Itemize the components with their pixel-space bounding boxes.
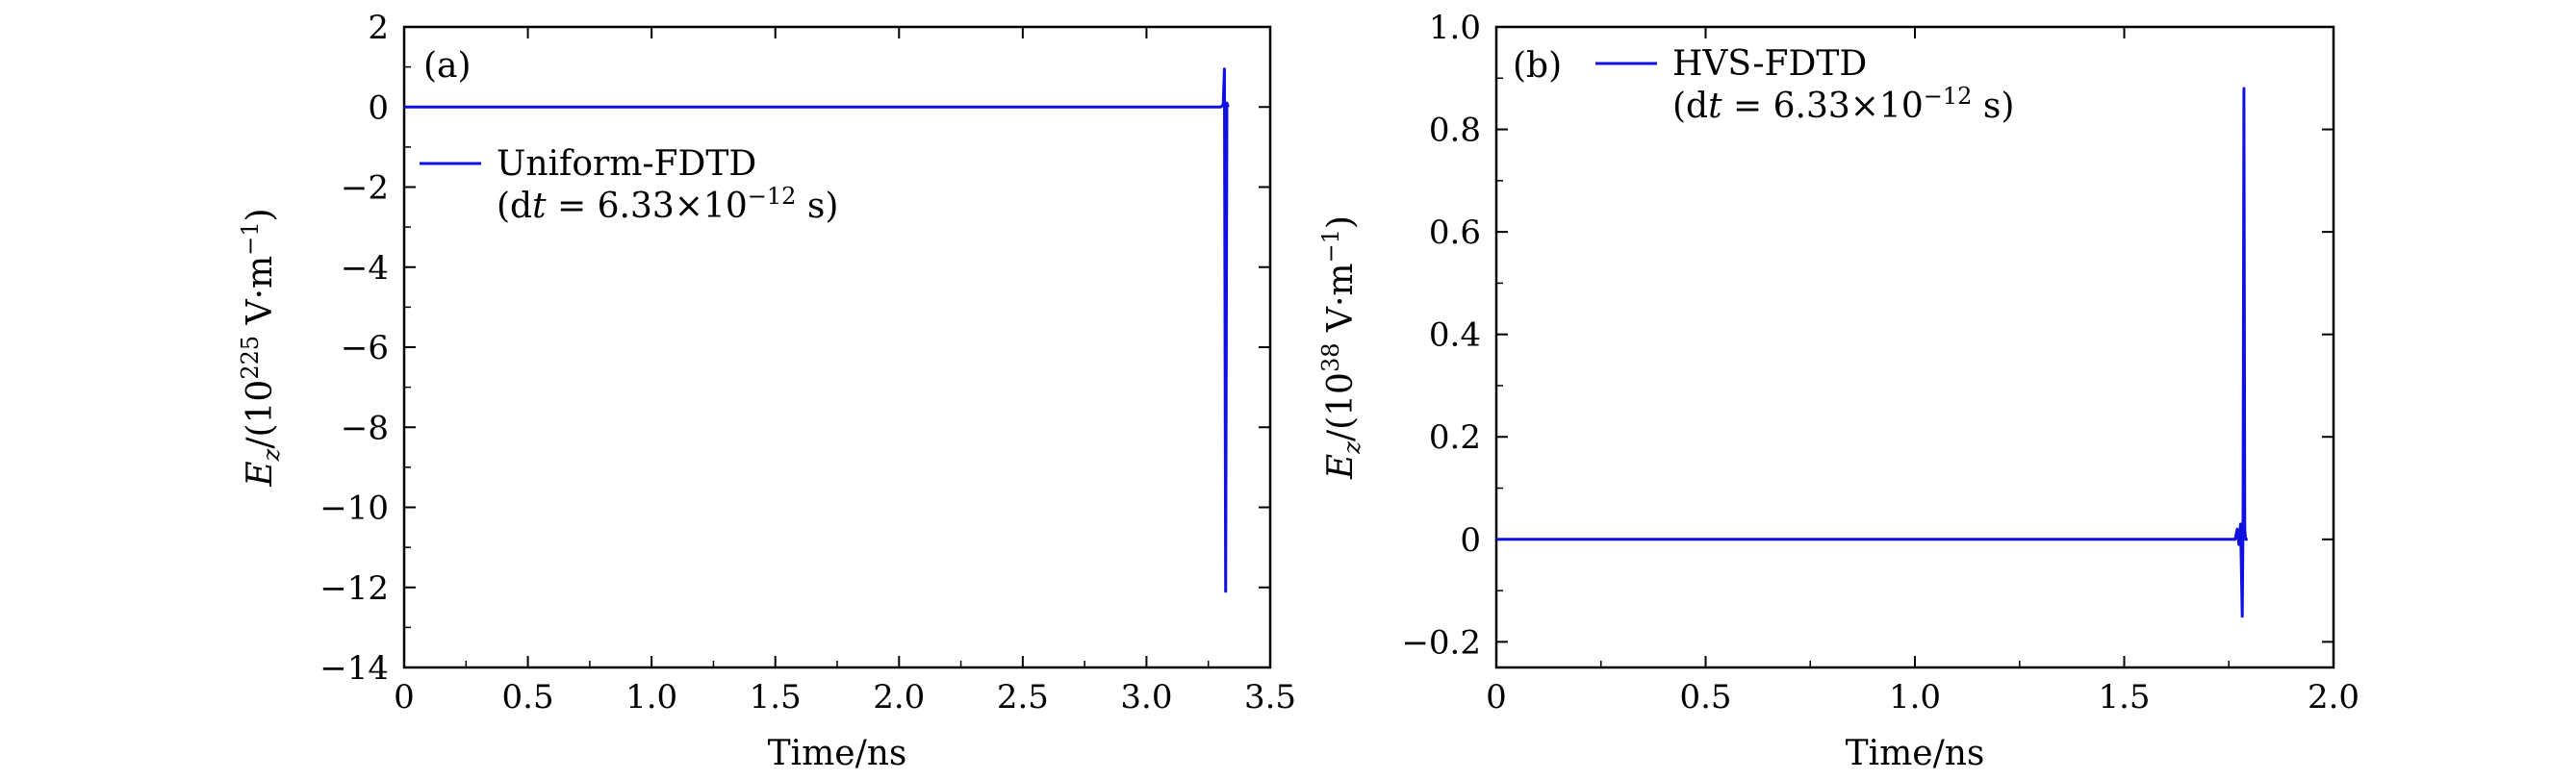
panel-b-y-tick-label: 0.8: [1429, 112, 1481, 150]
panel-a-x-tick-label: 2.5: [997, 678, 1049, 717]
panel-a-x-tick-label: 2.0: [873, 678, 925, 717]
panel-a-x-tick-label: 0: [394, 678, 415, 717]
panel-b-legend-line1: HVS-FDTD: [1672, 44, 1867, 84]
panel-b-y-axis-title: Ez/(1038 V·m−1): [1317, 215, 1365, 480]
panel-b-x-axis-title: Time/ns: [1846, 734, 1985, 773]
panel-a-x-tick-label: 3.0: [1120, 678, 1172, 717]
panel-b-series: [1496, 87, 2248, 618]
panel-b-chart: 0 0.5 1.0 1.5 2.0 −0.200.20.40.60.81.0 (b) H…: [1317, 9, 2359, 773]
panel-b-label: (b): [1513, 46, 1562, 86]
panel-a-x-tick-label: 1.0: [625, 678, 677, 717]
panel-b-x-tick-label: 1.5: [2098, 678, 2150, 717]
panel-a-chart: 0 0.5 1.0 1.5 2.0 2.5 3.0 3.5 −14 −12 −10 −8 −6 −4 −2…: [237, 9, 1296, 773]
panel-a-series: [404, 67, 1230, 593]
panel-b-y-tick-label: −0.2: [1401, 623, 1481, 662]
panel-a-y-tick-label: 2: [368, 9, 389, 47]
panel-b-legend-line2: (dt = 6.33×10−12 s): [1672, 83, 2014, 126]
panel-b-y-tick-label: 0.2: [1429, 418, 1481, 457]
panel-a-y-axis-title: Ez/(10225 V·m−1): [237, 208, 285, 487]
panel-a-series-line: [404, 67, 1230, 593]
panel-b-legend: HVS-FDTD (dt = 6.33×10−12 s): [1595, 44, 2014, 126]
panel-b-x-tick-label: 0.5: [1679, 678, 1731, 717]
panel-a-legend-line1: Uniform-FDTD: [497, 144, 756, 184]
panel-a-y-tick-label: 0: [368, 88, 389, 127]
panel-a-x-tick-label: 3.5: [1244, 678, 1296, 717]
panel-a-x-ticks: 0 0.5 1.0 1.5 2.0 2.5 3.0 3.5: [394, 27, 1296, 717]
panel-b-y-ticks: −0.2 0 0.2 0.4 0.6 0.8 1.0: [1401, 9, 2334, 662]
panel-a-y-tick-label: −8: [341, 409, 389, 447]
panel-b-x-tick-label: 2.0: [2308, 678, 2359, 717]
panel-a-plot-frame: [402, 25, 1272, 669]
panel-a-y-tick-label: −2: [341, 169, 389, 208]
panel-a-y-ticks: −14 −12 −10 −8 −6 −4 −2 0 2: [319, 9, 1270, 688]
panel-a-y-tick-label: −10: [319, 490, 389, 528]
panel-a-x-tick-label: 0.5: [502, 678, 554, 717]
panel-a-legend-line2: (dt = 6.33×10−12 s): [497, 183, 838, 226]
panel-b-y-tick-label: 0: [1460, 521, 1481, 560]
panel-a-y-tick-label: −6: [341, 329, 389, 367]
panel-a-x-axis-title: Time/ns: [768, 734, 907, 773]
panel-a-y-tick-label: −12: [319, 569, 389, 608]
panel-a-x-tick-label: 1.5: [750, 678, 802, 717]
panel-a-y-tick-label: −14: [319, 649, 389, 688]
panel-b-x-tick-label: 0: [1486, 678, 1507, 717]
panel-a-label: (a): [423, 46, 472, 86]
panel-b-y-tick-label: 0.4: [1429, 316, 1481, 355]
panel-b-series-line: [1496, 87, 2248, 618]
panel-a-y-tick-label: −4: [341, 249, 389, 288]
panel-b-y-tick-label: 0.6: [1429, 214, 1481, 252]
panel-b-x-tick-label: 1.0: [1889, 678, 1941, 717]
panel-a-legend: Uniform-FDTD (dt = 6.33×10−12 s): [420, 144, 838, 226]
panel-b-x-ticks: 0 0.5 1.0 1.5 2.0: [1486, 27, 2359, 717]
panel-b-y-tick-label: 1.0: [1429, 9, 1481, 47]
